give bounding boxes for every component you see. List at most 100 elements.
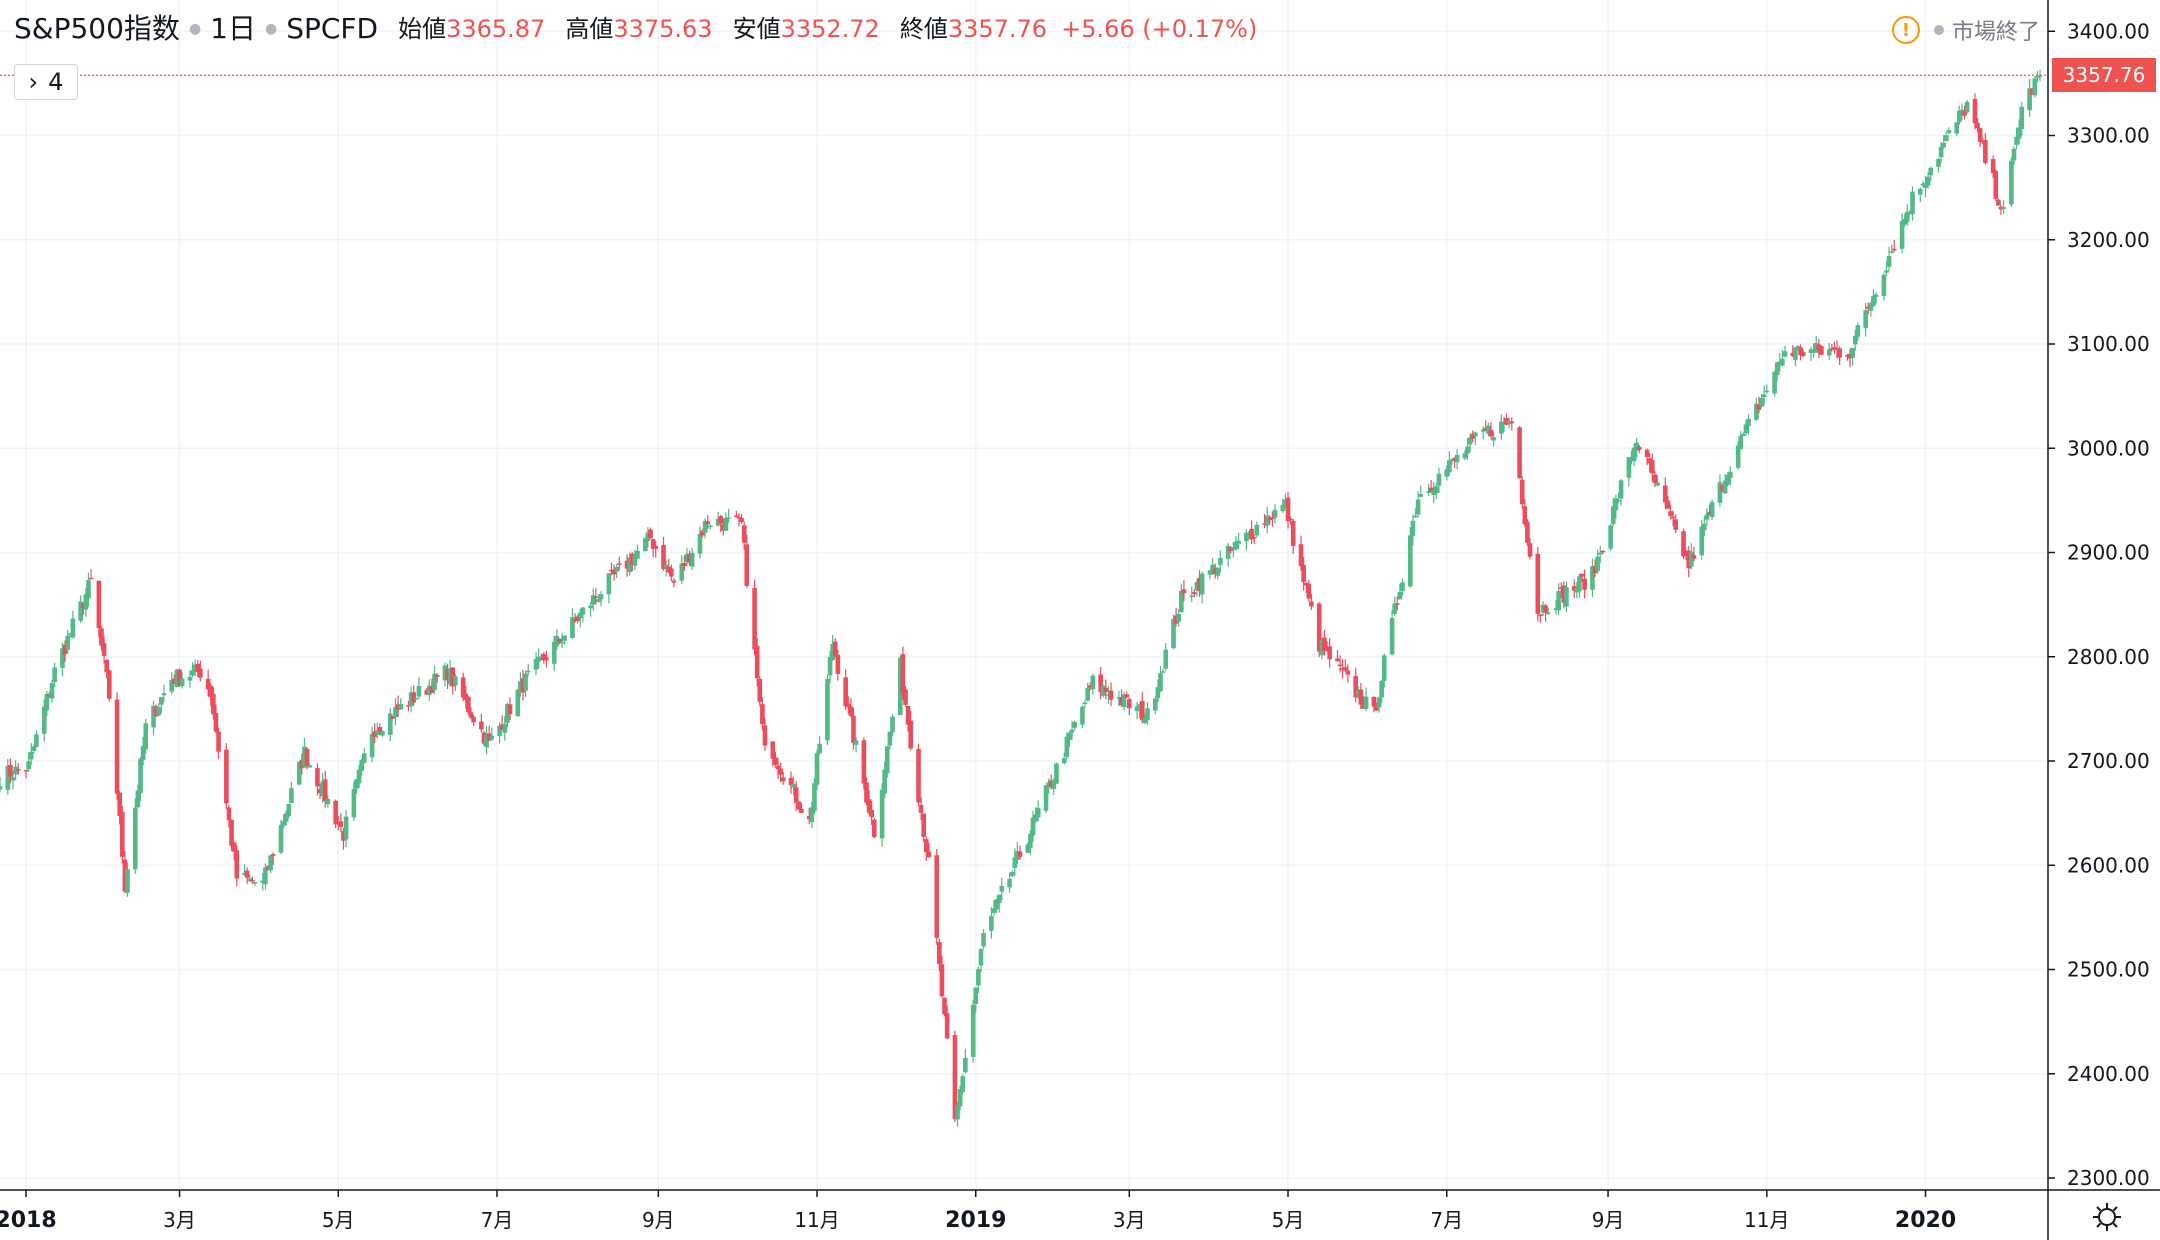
- candle-down[interactable]: [1267, 518, 1273, 521]
- candle-up[interactable]: [1025, 844, 1031, 853]
- candle-down[interactable]: [721, 524, 726, 531]
- candle-up[interactable]: [596, 599, 601, 602]
- candle-up[interactable]: [359, 759, 364, 771]
- candle-up[interactable]: [1618, 480, 1624, 499]
- candle-down[interactable]: [851, 715, 856, 744]
- candle-up[interactable]: [1218, 557, 1223, 565]
- candle-up[interactable]: [1106, 694, 1111, 696]
- candle-down[interactable]: [1327, 646, 1332, 660]
- indicators-collapse-button[interactable]: › 4: [14, 64, 78, 100]
- candle-up[interactable]: [1574, 587, 1580, 593]
- candle-up[interactable]: [260, 880, 266, 883]
- candle-up[interactable]: [10, 777, 16, 781]
- candle-up[interactable]: [1889, 251, 1894, 253]
- candle-up[interactable]: [1153, 698, 1158, 711]
- candle-down[interactable]: [224, 749, 229, 804]
- candle-up[interactable]: [388, 713, 393, 735]
- candle-up[interactable]: [31, 746, 37, 751]
- candle-up[interactable]: [1473, 432, 1478, 437]
- candle-up[interactable]: [825, 678, 830, 741]
- candle-down[interactable]: [520, 678, 526, 693]
- candle-down[interactable]: [1337, 664, 1343, 667]
- candle-down[interactable]: [1306, 583, 1312, 599]
- candle-down[interactable]: [47, 694, 52, 697]
- candle-up[interactable]: [1725, 474, 1731, 485]
- candle-down[interactable]: [1756, 404, 1762, 410]
- candle-down[interactable]: [424, 690, 430, 695]
- candle-up[interactable]: [2019, 106, 2025, 130]
- candle-down[interactable]: [1394, 603, 1400, 605]
- candle-down[interactable]: [463, 693, 469, 700]
- candle-down[interactable]: [1342, 667, 1348, 671]
- candle-up[interactable]: [2009, 160, 2014, 205]
- candle-down[interactable]: [1181, 589, 1187, 594]
- candle-up[interactable]: [898, 657, 903, 715]
- candle-up[interactable]: [559, 641, 565, 644]
- candle-up[interactable]: [1728, 471, 1733, 478]
- candle-up[interactable]: [1564, 587, 1569, 607]
- candle-up[interactable]: [1957, 110, 1962, 123]
- candle-up[interactable]: [1082, 702, 1088, 705]
- candle-up[interactable]: [809, 807, 815, 823]
- candle-up[interactable]: [976, 969, 981, 986]
- candle-down[interactable]: [1345, 670, 1351, 675]
- candle-down[interactable]: [231, 842, 237, 852]
- candle-up[interactable]: [187, 676, 193, 681]
- candle-up[interactable]: [416, 686, 422, 697]
- candle-up[interactable]: [1702, 523, 1707, 531]
- candle-down[interactable]: [1358, 689, 1364, 705]
- candle-up[interactable]: [361, 753, 367, 763]
- candle-up[interactable]: [1480, 429, 1486, 432]
- candle-down[interactable]: [1670, 516, 1676, 519]
- candle-down[interactable]: [1522, 506, 1528, 525]
- candle-up[interactable]: [1811, 350, 1816, 352]
- candle-up[interactable]: [1501, 421, 1507, 424]
- candle-up[interactable]: [268, 855, 273, 871]
- candle-down[interactable]: [341, 830, 346, 841]
- candle-up[interactable]: [1043, 785, 1049, 811]
- candle-up[interactable]: [414, 697, 419, 700]
- candle-up[interactable]: [643, 538, 648, 552]
- candle-up[interactable]: [663, 564, 669, 568]
- candle-up[interactable]: [286, 803, 292, 816]
- candle-up[interactable]: [1699, 526, 1705, 556]
- candle-down[interactable]: [1663, 485, 1668, 503]
- candle-down[interactable]: [481, 732, 487, 744]
- candle-up[interactable]: [518, 681, 523, 691]
- candle-up[interactable]: [1207, 570, 1213, 575]
- candle-down[interactable]: [1665, 500, 1671, 509]
- candle-down[interactable]: [1998, 206, 2004, 210]
- candle-down[interactable]: [8, 764, 13, 777]
- candle-up[interactable]: [320, 781, 325, 797]
- candle-up[interactable]: [1904, 211, 1910, 223]
- candle-up[interactable]: [1772, 371, 1777, 394]
- candle-up[interactable]: [1764, 390, 1770, 393]
- candle-down[interactable]: [195, 663, 201, 672]
- candle-down[interactable]: [101, 642, 107, 656]
- candle-up[interactable]: [1774, 362, 1780, 376]
- candle-up[interactable]: [1884, 270, 1889, 273]
- candle-up[interactable]: [590, 595, 596, 605]
- legend-symbol[interactable]: S&P500指数: [14, 12, 180, 45]
- candle-up[interactable]: [791, 783, 796, 788]
- candle-up[interactable]: [1134, 706, 1140, 712]
- candle-up[interactable]: [1759, 397, 1764, 407]
- candle-up[interactable]: [1590, 566, 1595, 590]
- candle-up[interactable]: [1959, 109, 1965, 113]
- candle-up[interactable]: [398, 704, 404, 710]
- candle-up[interactable]: [60, 648, 65, 669]
- candle-down[interactable]: [1834, 348, 1840, 351]
- candle-up[interactable]: [1486, 425, 1491, 434]
- candle-down[interactable]: [900, 654, 906, 694]
- candle-up[interactable]: [1941, 142, 1947, 148]
- candle-down[interactable]: [1517, 427, 1522, 479]
- candle-down[interactable]: [1845, 355, 1850, 357]
- candle-up[interactable]: [1080, 706, 1085, 725]
- candle-up[interactable]: [1431, 489, 1437, 496]
- candle-up[interactable]: [1176, 613, 1182, 622]
- candle-up[interactable]: [1116, 697, 1122, 699]
- candle-down[interactable]: [1519, 479, 1525, 505]
- candle-up[interactable]: [1826, 349, 1832, 356]
- candle-down[interactable]: [918, 804, 924, 813]
- candle-down[interactable]: [1103, 687, 1109, 692]
